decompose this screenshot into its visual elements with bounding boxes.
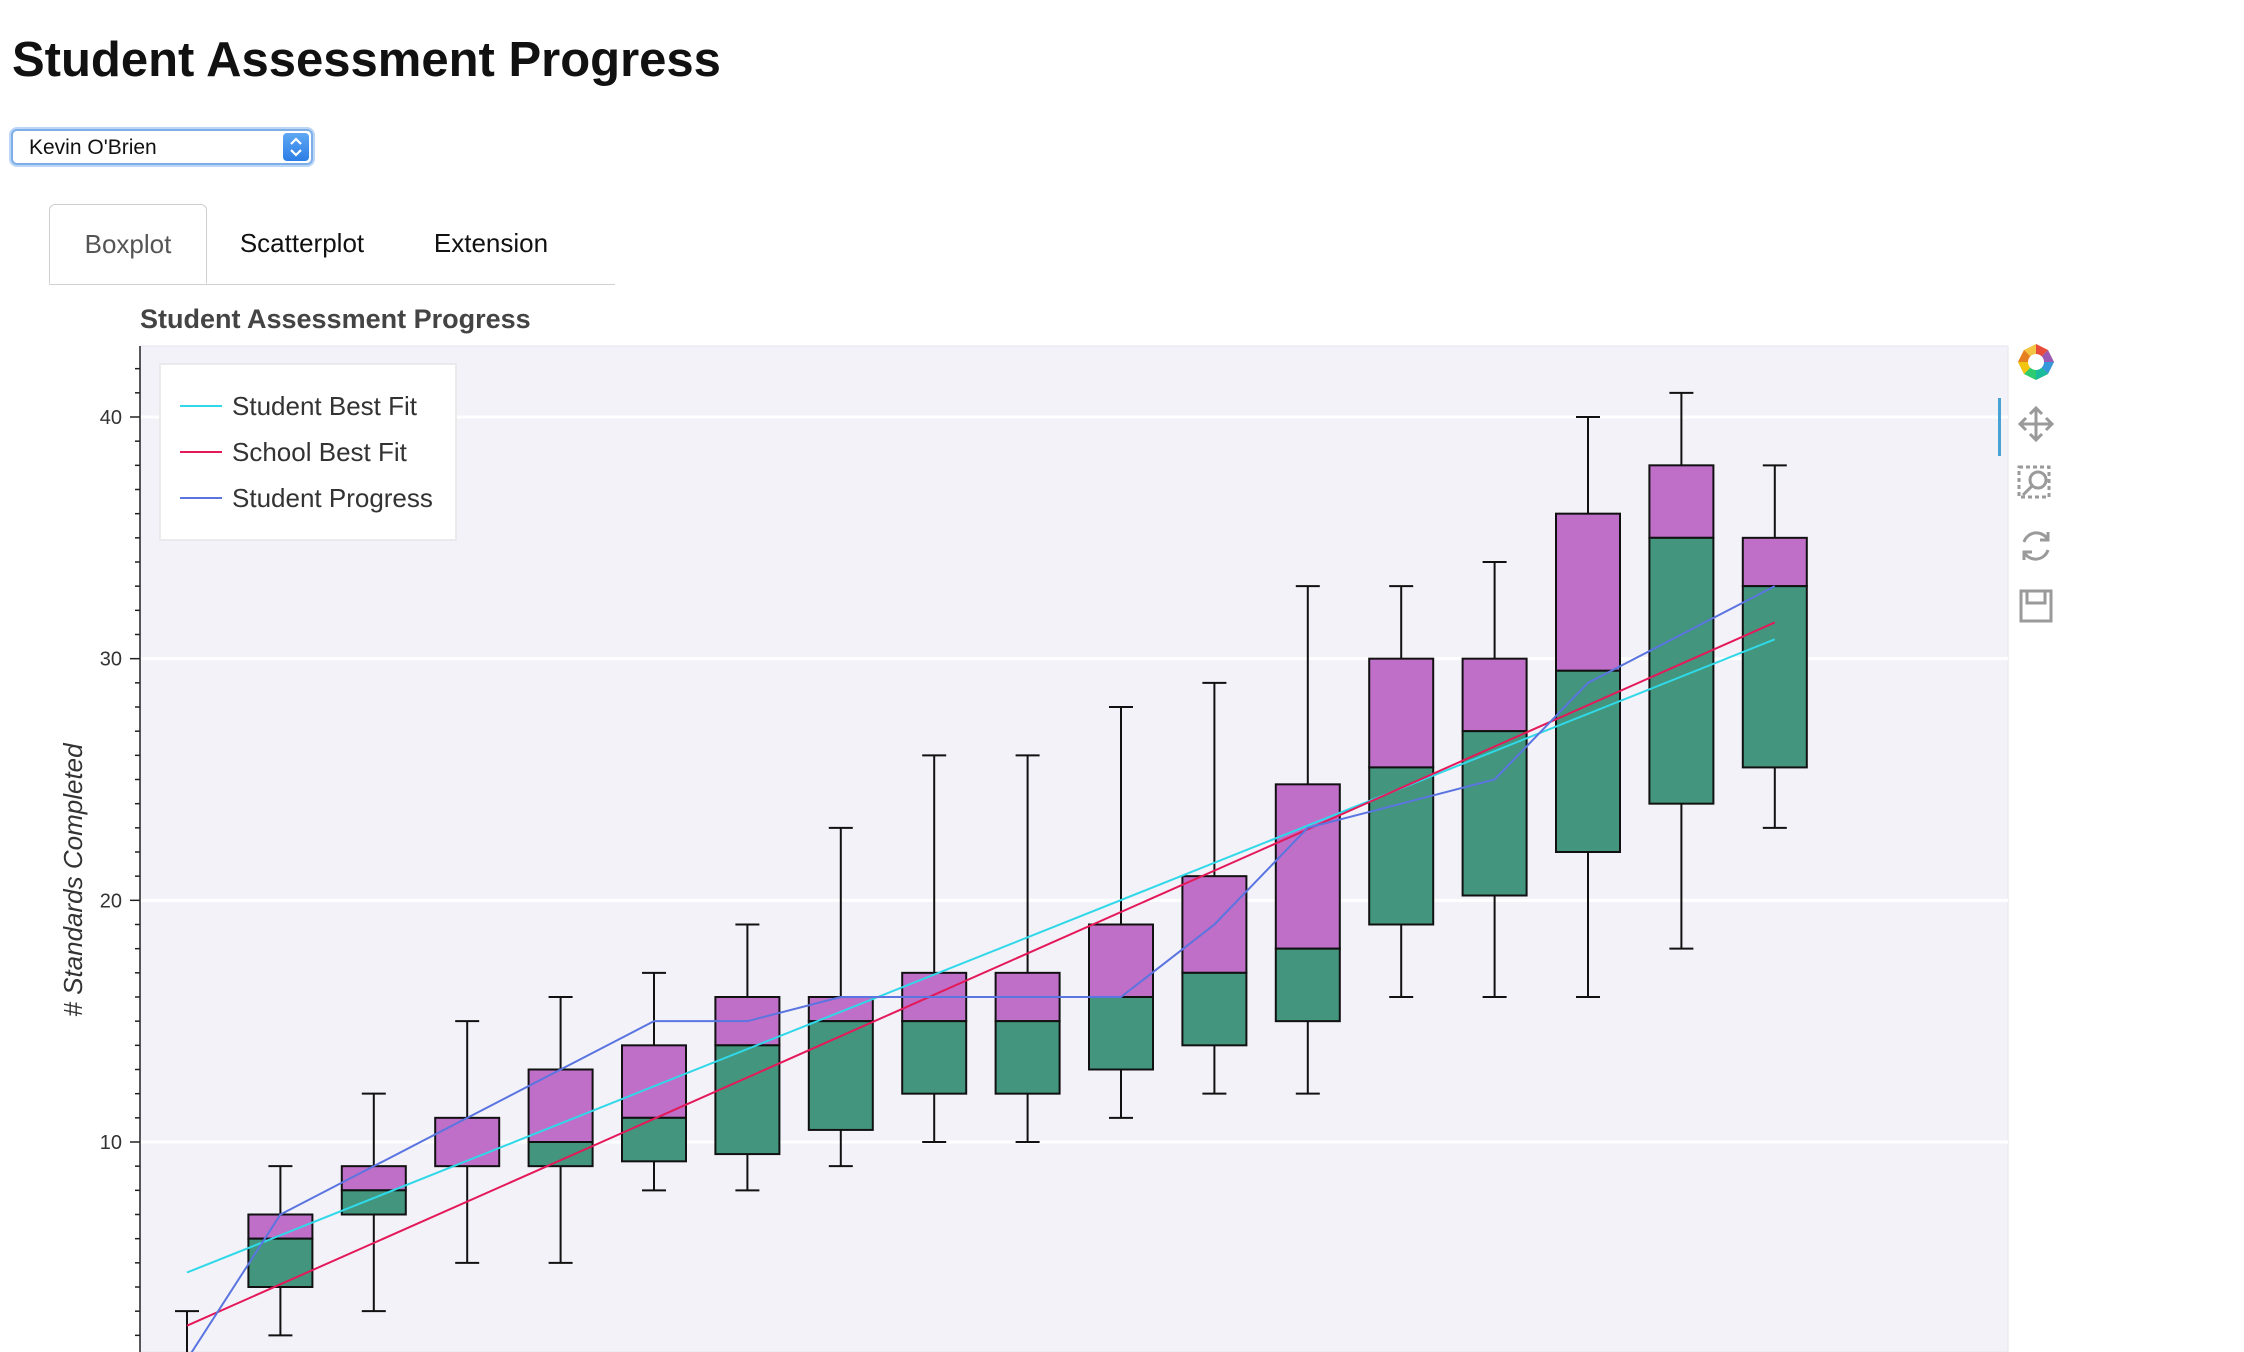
box-lower (1648, 536, 1715, 805)
box-upper (434, 1116, 501, 1168)
box-lower (1088, 996, 1154, 1071)
box-lower (1368, 766, 1435, 926)
school-best-fit-line (186, 621, 1776, 1327)
plot-title: Student Assessment Progress (140, 304, 531, 334)
box-lower (527, 1141, 594, 1168)
box-upper (1555, 512, 1621, 672)
tab-scatterplot[interactable]: Scatterplot (239, 228, 365, 258)
student-progress-line (190, 585, 1776, 1352)
box-lower (714, 1044, 781, 1156)
box-upper (1368, 657, 1435, 769)
box-lower (994, 1020, 1061, 1095)
box-zoom-icon[interactable] (2016, 464, 2056, 504)
y-tick-label: 20 (100, 890, 122, 912)
reset-icon[interactable] (2016, 526, 2056, 566)
legend-label: Student Best Fit (232, 391, 418, 421)
box-lower (1274, 947, 1341, 1023)
student-best-fit-line (186, 638, 1776, 1274)
student-select[interactable]: Kevin O'Brien (11, 129, 313, 165)
box-upper (1274, 783, 1341, 950)
box-lower (621, 1116, 687, 1163)
box-upper (1088, 923, 1154, 998)
legend-label: School Best Fit (232, 437, 408, 467)
bokeh-logo-icon[interactable] (2016, 342, 2056, 382)
box-lower (901, 1020, 968, 1095)
box-lower (1181, 971, 1248, 1047)
tab-extension[interactable]: Extension (433, 228, 549, 258)
legend-label: Student Progress (232, 483, 433, 513)
y-axis-label: # Standards Completed (58, 742, 88, 1017)
y-tick-label: 30 (100, 649, 122, 671)
active-tool-indicator (1998, 398, 2001, 456)
box-lower (1741, 585, 1808, 769)
pan-icon[interactable] (2016, 404, 2056, 444)
y-tick-label: 40 (100, 407, 122, 429)
tab-bar: Boxplot Scatterplot Extension (49, 204, 615, 285)
box-upper (1461, 657, 1528, 733)
box-upper (1741, 536, 1808, 588)
save-icon[interactable] (2016, 586, 2056, 626)
box-lower (247, 1237, 314, 1288)
box-upper (807, 996, 874, 1023)
y-tick-label: 10 (100, 1132, 122, 1154)
tab-boxplot[interactable]: Boxplot (49, 204, 207, 284)
box-lower (1555, 669, 1621, 853)
box-upper (1648, 464, 1715, 539)
page-title: Student Assessment Progress (12, 33, 721, 87)
box-upper (621, 1044, 687, 1119)
student-select-value: Kevin O'Brien (29, 136, 157, 159)
box-lower (340, 1189, 407, 1216)
box-lower (807, 1020, 874, 1131)
select-arrows-icon[interactable] (283, 133, 309, 161)
